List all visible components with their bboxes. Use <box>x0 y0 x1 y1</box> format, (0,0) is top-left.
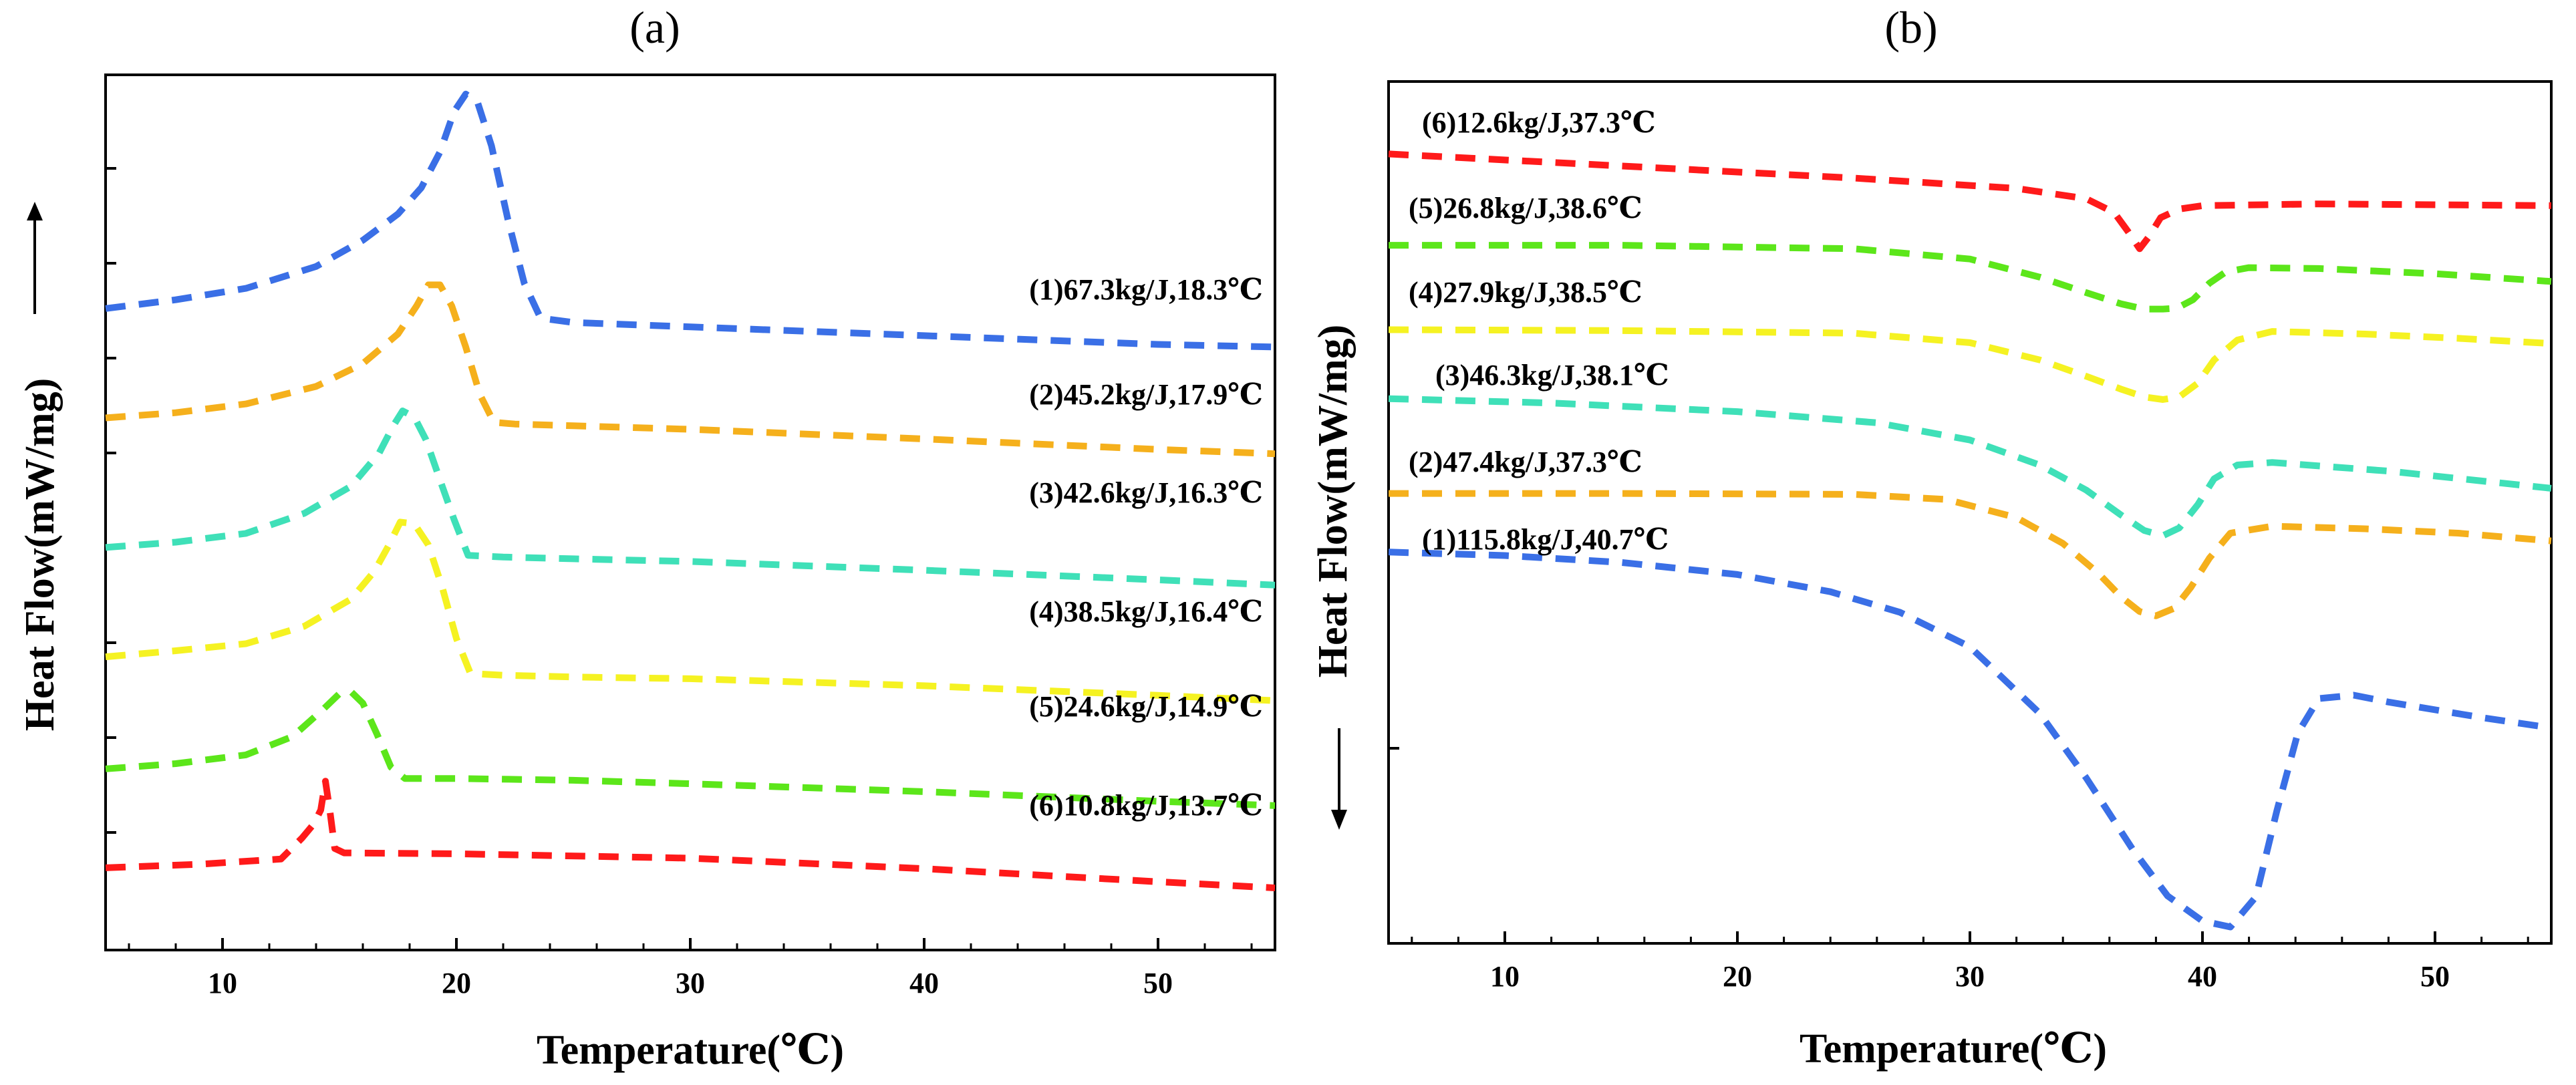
panel-b-series-label-6: (6)12.6kg/J,37.3℃ <box>1422 106 1656 139</box>
panel-a-series <box>105 90 1276 891</box>
panel-b-series <box>1388 150 2552 931</box>
x-tick-label: 10 <box>1490 960 1520 993</box>
series-line-a-6 <box>105 778 1276 891</box>
x-tick-label: 10 <box>208 967 237 999</box>
x-tick-label: 20 <box>442 967 471 999</box>
panel-b: (b) 10 20 30 40 50 (6)12.6kg/J,37.3℃ (5)26.8… <box>1310 2 2553 1072</box>
x-tick-label: 40 <box>2188 960 2217 993</box>
panel-b-label: (b) <box>1884 2 1937 53</box>
x-tick-label: 30 <box>1955 960 1985 993</box>
panel-a: (a) 10 20 30 40 50 (1)67.3kg/J,18.3℃ (2)45.2… <box>17 2 1276 1073</box>
x-tick-label: 40 <box>909 967 939 999</box>
panel-b-series-label-4: (4)27.9kg/J,38.5℃ <box>1409 276 1642 309</box>
panel-b-series-label-3: (3)46.3kg/J,38.1℃ <box>1435 359 1669 392</box>
panel-b-x-axis-title: Temperature(℃) <box>1800 1026 2107 1072</box>
panel-b-x-ticks: 10 20 30 40 50 <box>1411 931 2529 993</box>
x-tick-label: 50 <box>2420 960 2450 993</box>
x-tick-label: 30 <box>676 967 705 999</box>
panel-a-y-axis-title: Heat Flow(mW/mg) <box>17 378 63 732</box>
panel-a-x-axis-title: Temperature(℃) <box>537 1028 844 1073</box>
series-line-b-5 <box>1389 490 2552 619</box>
panel-a-label: (a) <box>629 2 680 53</box>
series-line-b-4 <box>1388 395 2552 539</box>
panel-b-series-label-2: (2)47.4kg/J,37.3℃ <box>1409 446 1642 478</box>
series-line-a-5 <box>105 688 1276 809</box>
series-line-a-3 <box>105 408 1276 589</box>
panel-b-down-arrow-icon <box>1331 728 1347 830</box>
panel-a-x-ticks: 10 20 30 40 50 <box>128 938 1253 999</box>
panel-a-series-label-1: (1)67.3kg/J,18.3℃ <box>1029 273 1263 306</box>
series-line-a-1 <box>105 90 1276 351</box>
panel-b-y-axis-title: Heat Flow(mW/mg) <box>1310 325 1356 678</box>
panel-b-series-label-5: (5)26.8kg/J,38.6℃ <box>1409 192 1642 224</box>
panel-a-series-label-3: (3)42.6kg/J,16.3℃ <box>1029 476 1263 509</box>
series-line-b-2 <box>1389 242 2552 313</box>
x-tick-label: 20 <box>1723 960 1752 993</box>
series-line-b-6 <box>1388 549 2552 931</box>
series-line-a-2 <box>105 281 1276 458</box>
panel-b-series-label-1: (1)115.8kg/J,40.7℃ <box>1422 523 1669 556</box>
series-line-b-3 <box>1388 326 2552 403</box>
panel-a-series-label-4: (4)38.5kg/J,16.4℃ <box>1029 595 1263 628</box>
panel-a-series-label-6: (6)10.8kg/J,13.7℃ <box>1029 789 1263 822</box>
panel-a-series-label-5: (5)24.6kg/J,14.9℃ <box>1029 690 1263 723</box>
panel-a-y-ticks <box>106 167 116 834</box>
panel-a-up-arrow-icon <box>27 202 43 314</box>
x-tick-label: 50 <box>1143 967 1173 999</box>
series-line-b-1 <box>1388 150 2552 253</box>
panel-a-series-label-2: (2)45.2kg/J,17.9℃ <box>1029 378 1263 411</box>
series-line-a-4 <box>105 518 1276 704</box>
